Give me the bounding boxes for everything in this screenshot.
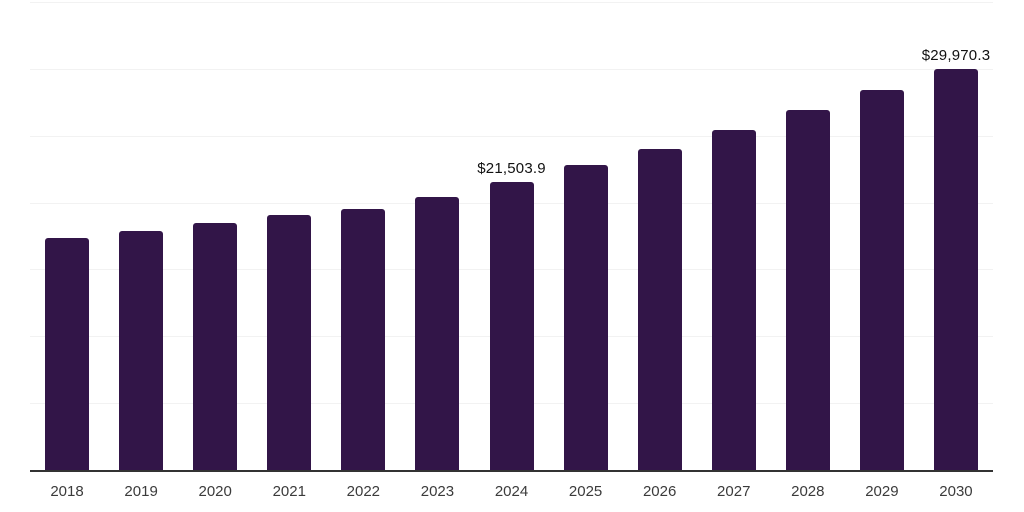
x-tick-2028: 2028 — [791, 483, 825, 500]
gridline-30000 — [30, 68, 993, 70]
bar-group-2029 — [845, 2, 919, 470]
bar-group-2026 — [623, 2, 697, 470]
bar-group-2027 — [697, 2, 771, 470]
x-tick-2026: 2026 — [642, 483, 677, 500]
x-tick-2019: 2019 — [124, 483, 158, 500]
bar-2027 — [711, 130, 756, 470]
x-tick-2023: 2023 — [420, 483, 455, 500]
bar-group-2024: $21,503.9 — [474, 2, 548, 470]
plot-area: $21,503.9 $29,970.3 — [30, 2, 993, 472]
x-tick-2027: 2027 — [717, 483, 751, 500]
bar-group-2022 — [326, 2, 400, 470]
x-tick-2024: 2024 — [494, 483, 529, 500]
x-tick-2022: 2022 — [346, 483, 381, 500]
bar-value-label-2024: $21,503.9 — [477, 160, 546, 178]
bar-2029 — [859, 89, 904, 470]
bar-group-2021 — [252, 2, 326, 470]
x-tick-2018: 2018 — [50, 483, 84, 500]
x-tick-2021: 2021 — [272, 483, 306, 500]
bars: $21,503.9 $29,970.3 — [30, 2, 993, 470]
x-axis-labels: 2018 2019 2020 2021 2022 2023 2024 2025 2026 2027… — [30, 474, 993, 500]
x-tick-2020: 2020 — [198, 483, 232, 500]
bar-group-2028 — [771, 2, 845, 470]
bar-2020 — [193, 223, 238, 470]
x-tick-2025: 2025 — [568, 483, 603, 500]
x-tick-2030: 2030 — [939, 483, 973, 500]
bar-2023 — [415, 197, 460, 470]
bar-group-2030: $29,970.3 — [919, 2, 993, 470]
bar-2021 — [267, 214, 312, 470]
bar-group-2025 — [549, 2, 623, 470]
bar-2028 — [785, 110, 830, 470]
bar-2030: $29,970.3 — [922, 47, 990, 470]
bar-2018 — [45, 238, 90, 470]
bar-2019 — [119, 230, 164, 470]
bar-2025 — [563, 165, 608, 470]
bar-2024: $21,503.9 — [477, 160, 546, 470]
bar-group-2018 — [30, 2, 104, 470]
bar-group-2020 — [178, 2, 252, 470]
gridline-35000 — [30, 2, 993, 3]
bar-group-2023 — [400, 2, 474, 470]
gridline-25000 — [30, 135, 993, 137]
bar-2026 — [637, 149, 682, 470]
bar-group-2019 — [104, 2, 178, 470]
x-tick-2029: 2029 — [865, 483, 899, 500]
bar-2022 — [341, 208, 386, 470]
bar-value-label-2030: $29,970.3 — [921, 47, 991, 65]
